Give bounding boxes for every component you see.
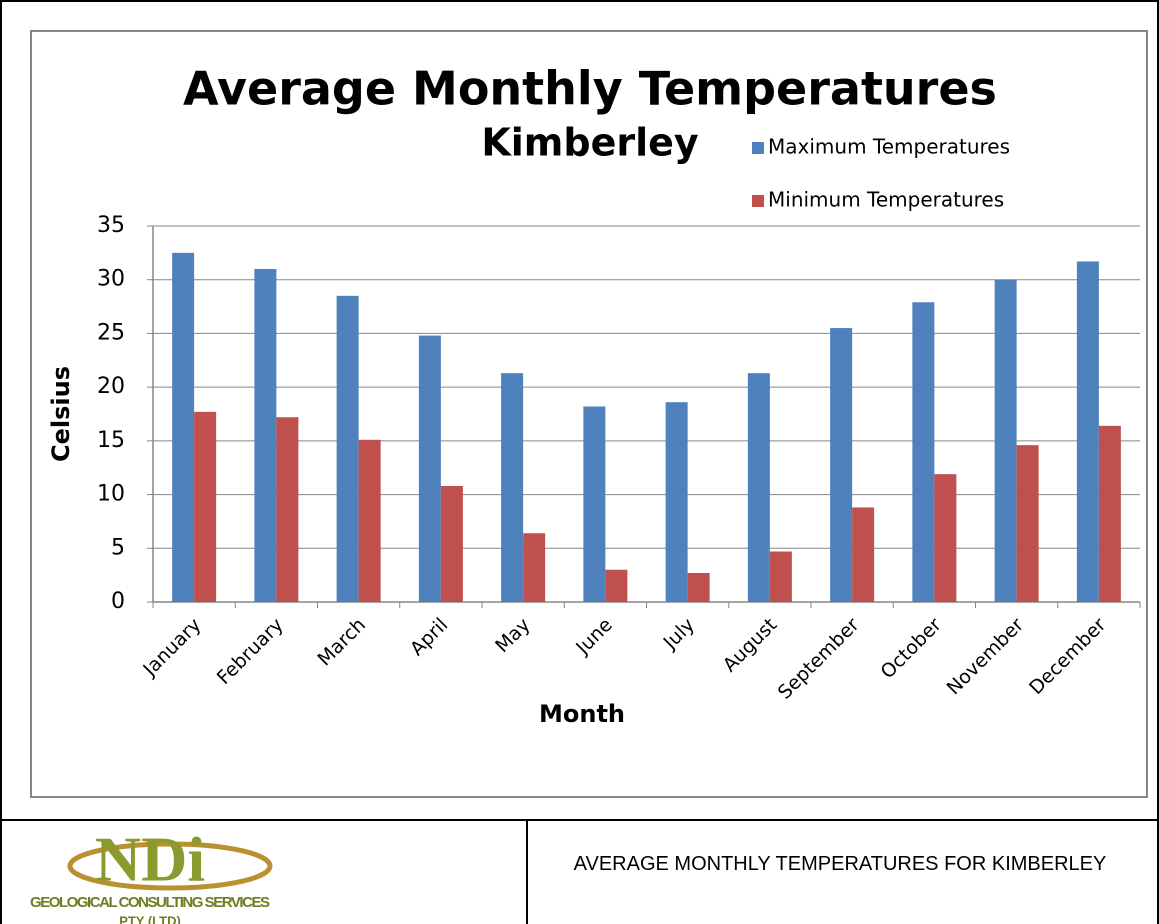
logo: NDi GEOLOGICAL CONSULTING SERVICES PTY (… — [30, 824, 273, 924]
bar — [1076, 261, 1099, 602]
bar — [687, 572, 710, 602]
bar — [358, 439, 381, 602]
bar — [523, 533, 546, 602]
bar — [172, 252, 195, 602]
y-tick-label: 15 — [97, 428, 125, 453]
legend-label: Minimum Temperatures — [768, 188, 1004, 212]
logo-mark: NDi — [95, 824, 205, 895]
bar — [1098, 425, 1121, 602]
bar — [194, 411, 217, 602]
logo-suffix: PTY (LTD) — [119, 913, 181, 924]
legend-swatch — [752, 195, 764, 207]
bar — [769, 551, 792, 602]
bar — [605, 569, 628, 602]
chart-title: Average Monthly Temperatures — [183, 62, 997, 116]
bar — [276, 417, 299, 602]
bar — [665, 402, 688, 602]
y-tick-label: 25 — [97, 320, 125, 345]
bar — [994, 279, 1017, 602]
bar — [934, 474, 957, 602]
y-tick-label: 0 — [111, 589, 125, 614]
y-tick-label: 30 — [97, 267, 125, 292]
legend-label: Maximum Temperatures — [768, 135, 1010, 159]
bar — [440, 485, 463, 602]
y-tick-label: 5 — [111, 535, 125, 560]
y-tick-label: 35 — [97, 213, 125, 238]
logo-company: GEOLOGICAL CONSULTING SERVICES — [30, 894, 270, 911]
bar — [830, 328, 853, 602]
chart-subtitle: Kimberley — [481, 121, 699, 165]
y-tick-label: 20 — [97, 374, 125, 399]
bar — [912, 302, 935, 602]
bar — [418, 335, 441, 602]
y-tick-label: 10 — [97, 482, 125, 507]
caption: AVERAGE MONTHLY TEMPERATURES FOR KIMBERL… — [573, 853, 1107, 875]
bar — [336, 295, 359, 602]
bar — [583, 406, 606, 602]
bar — [254, 268, 277, 602]
bar — [852, 507, 875, 602]
bar — [501, 373, 524, 602]
x-axis-title: Month — [539, 700, 625, 728]
bar — [747, 373, 770, 602]
bar — [1016, 445, 1039, 602]
legend-swatch — [752, 142, 764, 154]
logo-swoosh — [67, 841, 273, 891]
y-axis-title: Celsius — [47, 366, 75, 462]
